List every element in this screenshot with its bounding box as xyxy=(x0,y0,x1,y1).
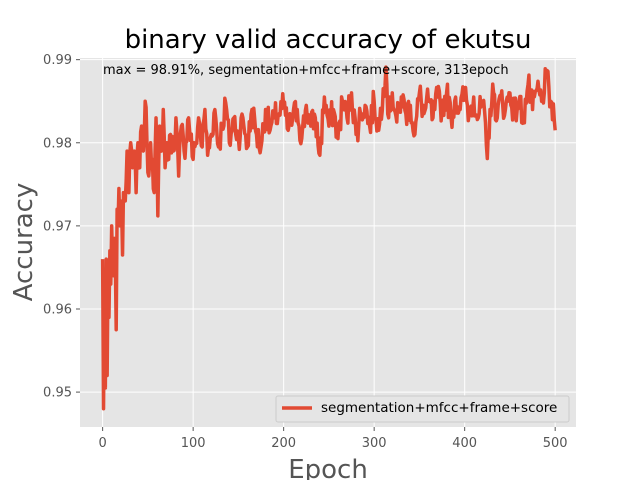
y-tick-label: 0.95 xyxy=(43,386,72,401)
y-tick-label: 0.99 xyxy=(43,53,72,68)
legend-box xyxy=(275,395,570,423)
x-tick-label: 100 xyxy=(181,436,206,451)
y-tick-label: 0.96 xyxy=(43,302,72,317)
x-tick-label: 400 xyxy=(452,436,477,451)
y-tick-label: 0.98 xyxy=(43,136,72,151)
y-tick-label: 0.97 xyxy=(43,219,72,234)
x-tick-label: 0 xyxy=(98,436,106,451)
legend-label: segmentation+mfcc+frame+score xyxy=(321,400,557,416)
chart-title: binary valid accuracy of ekutsu xyxy=(125,25,532,55)
series-layer xyxy=(100,65,557,411)
tick-layer: 0 100 200 300 400 500 0.95 0.96 0.97 0.98 0.99 xyxy=(43,53,568,451)
x-tick-label: 500 xyxy=(543,436,568,451)
max-annotation: max = 98.91%, segmentation+mfcc+frame+sc… xyxy=(103,63,509,78)
x-axis-label: Epoch xyxy=(288,455,368,480)
grid xyxy=(80,58,576,427)
y-axis-label: Accuracy xyxy=(9,183,39,302)
x-tick-label: 300 xyxy=(362,436,387,451)
legend: segmentation+mfcc+frame+score xyxy=(275,395,570,423)
x-tick-label: 200 xyxy=(271,436,296,451)
series-line xyxy=(100,65,557,411)
